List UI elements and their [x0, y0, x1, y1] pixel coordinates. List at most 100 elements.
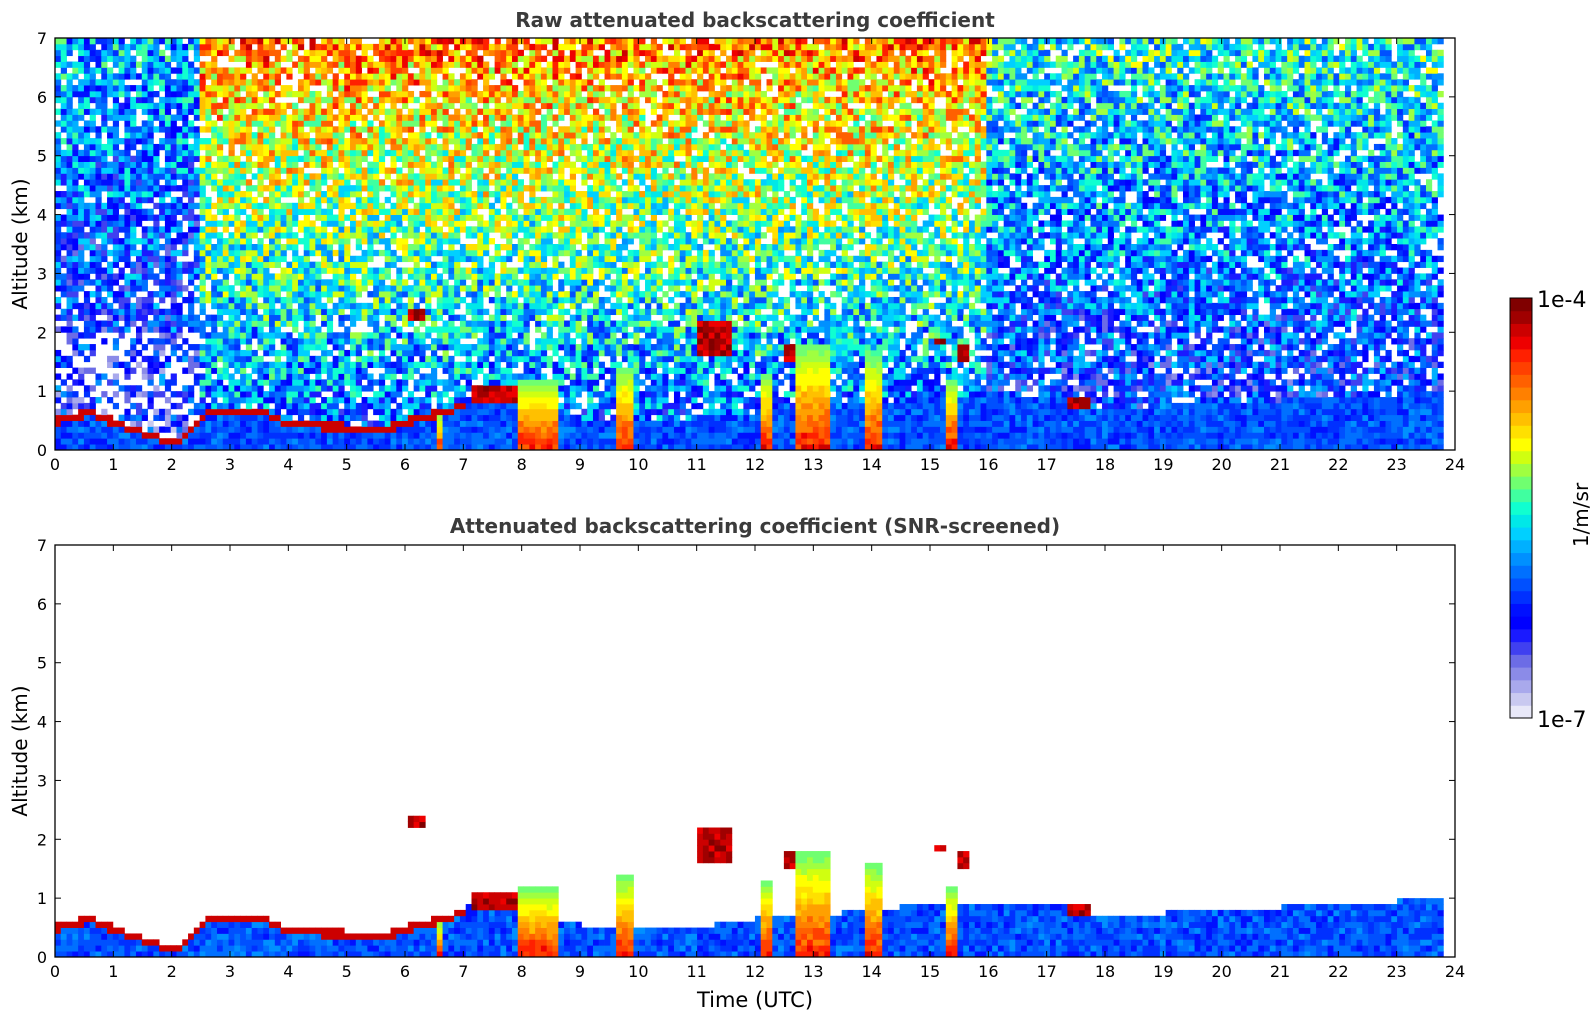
heatmap-cell	[535, 320, 542, 327]
heatmap-cell	[431, 226, 438, 233]
heatmap-cell	[135, 149, 143, 157]
heatmap-cell	[164, 279, 172, 286]
heatmap-cell	[199, 138, 206, 145]
heatmap-cell	[78, 149, 85, 157]
heatmap-cell	[483, 308, 490, 316]
heatmap-cell	[211, 408, 218, 416]
raw-heatmap	[55, 38, 1444, 451]
heatmap-cell	[130, 426, 137, 433]
heatmap-cell	[107, 138, 114, 145]
heatmap-cell	[263, 397, 270, 404]
heatmap-cell	[315, 249, 322, 257]
heatmap-cell	[95, 49, 102, 57]
heatmap-cell	[188, 73, 195, 80]
heatmap-cell	[112, 344, 120, 351]
heatmap-cell	[89, 279, 96, 286]
heatmap-cell	[176, 208, 183, 215]
heatmap-cell	[124, 161, 131, 168]
heatmap-cell	[147, 114, 154, 121]
heatmap-cell	[326, 108, 334, 115]
heatmap-cell	[164, 114, 172, 121]
heatmap-cell	[176, 402, 183, 410]
heatmap-cell	[286, 179, 293, 186]
heatmap-cell	[188, 438, 195, 445]
heatmap-cell	[378, 420, 386, 427]
heatmap-cell	[344, 173, 351, 180]
heatmap-cell	[483, 143, 490, 151]
heatmap-cell	[471, 55, 478, 62]
heatmap-cell	[292, 244, 299, 251]
heatmap-cell	[436, 338, 443, 345]
heatmap-cell	[245, 226, 253, 233]
heatmap-cell	[431, 373, 438, 380]
heatmap-cell	[297, 414, 305, 421]
heatmap-cell	[488, 444, 496, 451]
heatmap-cell	[257, 38, 264, 45]
heatmap-cell	[240, 267, 247, 274]
heatmap-cell	[431, 138, 438, 145]
heatmap-cell	[384, 55, 391, 62]
heatmap-cell	[315, 55, 322, 62]
heatmap-cell	[506, 138, 513, 145]
heatmap-cell	[425, 38, 432, 45]
heatmap-cell	[407, 432, 415, 439]
heatmap-cell	[540, 344, 548, 351]
heatmap-cell	[488, 208, 496, 215]
heatmap-cell	[326, 420, 334, 427]
heatmap-cell	[101, 67, 108, 74]
heatmap-cell	[176, 73, 183, 80]
heatmap-cell	[66, 102, 73, 110]
heatmap-cell	[535, 73, 542, 80]
heatmap-cell	[251, 161, 258, 168]
heatmap-cell	[378, 308, 386, 316]
heatmap-cell	[535, 296, 542, 304]
heatmap-cell	[494, 102, 501, 110]
heatmap-cell	[55, 244, 62, 251]
heatmap-cell	[465, 185, 472, 192]
heatmap-cell	[112, 90, 120, 98]
heatmap-cell	[350, 85, 357, 92]
heatmap-cell	[402, 361, 409, 368]
heatmap-cell	[419, 202, 426, 210]
heatmap-cell	[66, 326, 73, 333]
heatmap-cell	[78, 285, 85, 292]
heatmap-cell	[315, 232, 322, 239]
heatmap-cell	[488, 338, 496, 345]
heatmap-cell	[373, 108, 380, 115]
heatmap-cell	[89, 308, 96, 316]
heatmap-cell	[153, 361, 160, 368]
heatmap-cell	[141, 96, 148, 104]
heatmap-cell	[170, 314, 177, 321]
heatmap-cell	[419, 167, 426, 174]
heatmap-cell	[292, 408, 299, 416]
heatmap-cell	[315, 173, 322, 180]
heatmap-cell	[257, 85, 264, 92]
heatmap-cell	[448, 302, 455, 310]
heatmap-cell	[83, 90, 91, 98]
heatmap-cell	[529, 291, 536, 298]
heatmap-cell	[55, 61, 62, 68]
heatmap-cell	[95, 438, 102, 445]
heatmap-cell	[396, 420, 403, 427]
heatmap-cell	[274, 426, 281, 433]
heatmap-cell	[60, 55, 67, 62]
heatmap-cell	[205, 173, 212, 180]
heatmap-cell	[245, 244, 253, 251]
heatmap-cell	[118, 79, 125, 86]
heatmap-cell	[425, 444, 432, 451]
heatmap-cell	[361, 43, 368, 51]
heatmap-cell	[378, 426, 386, 433]
heatmap-cell	[459, 255, 467, 263]
heatmap-cell	[269, 67, 276, 74]
heatmap-cell	[222, 126, 229, 133]
heatmap-cell	[390, 379, 397, 386]
heatmap-cell	[436, 408, 443, 416]
heatmap-cell	[107, 67, 114, 74]
heatmap-cell	[384, 255, 391, 263]
heatmap-cell	[95, 208, 102, 215]
heatmap-cell	[378, 61, 386, 68]
heatmap-cell	[402, 161, 409, 168]
heatmap-cell	[135, 361, 143, 368]
heatmap-cell	[436, 149, 443, 157]
heatmap-cell	[280, 302, 287, 310]
